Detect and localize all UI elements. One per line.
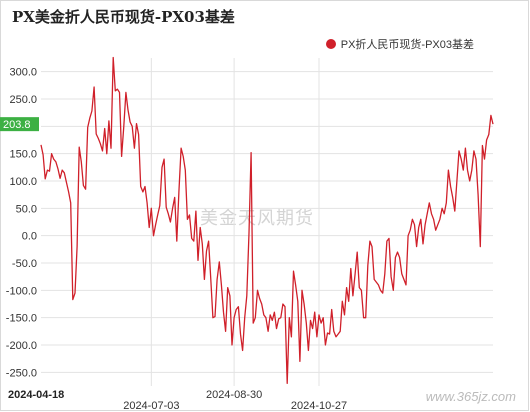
series-group [40,56,494,384]
y-tick-label: 50.0 [16,203,37,215]
chart-title: PX美金折人民币现货-PX03基差 [12,8,235,26]
y-tick-label: -100.0 [6,285,37,297]
y-tick-label: -250.0 [6,367,37,379]
legend-label: PX折人民币现货-PX03基差 [340,39,474,51]
last-value-badge-bg [0,117,39,132]
y-tick-label: 100.0 [9,176,37,188]
x-tick-label: 2024-07-03 [123,400,179,412]
x-tick-label: 2024-10-27 [291,400,347,412]
legend-marker-icon [325,39,336,49]
series-line-px-basis[interactable] [40,56,494,384]
last-value-label: 203.8 [3,119,31,131]
y-tick-label: 250.0 [9,94,37,106]
x-tick-label: 2024-04-18 [8,389,64,401]
grid-lines [41,58,493,386]
chart-legend[interactable]: PX折人民币现货-PX03基差 [325,36,474,52]
site-watermark: www.365jz.com [425,389,516,404]
y-tick-label: -150.0 [6,313,37,325]
x-axis-ticks: 2024-04-18 2024-07-03 2024-08-30 2024-10-27 [8,389,347,412]
y-tick-label: 0.0 [22,231,37,243]
last-value-badge: 203.8 [0,117,39,132]
y-tick-label: -50.0 [12,258,37,270]
y-axis-ticks: 300.0250.0200.0150.0100.050.00.0-50.0-10… [6,67,37,380]
y-tick-label: -200.0 [6,340,37,352]
y-tick-label: 300.0 [9,67,37,79]
watermark: 美金天风期货 [200,208,314,229]
x-tick-label: 2024-08-30 [206,389,262,401]
y-tick-label: 150.0 [9,149,37,161]
